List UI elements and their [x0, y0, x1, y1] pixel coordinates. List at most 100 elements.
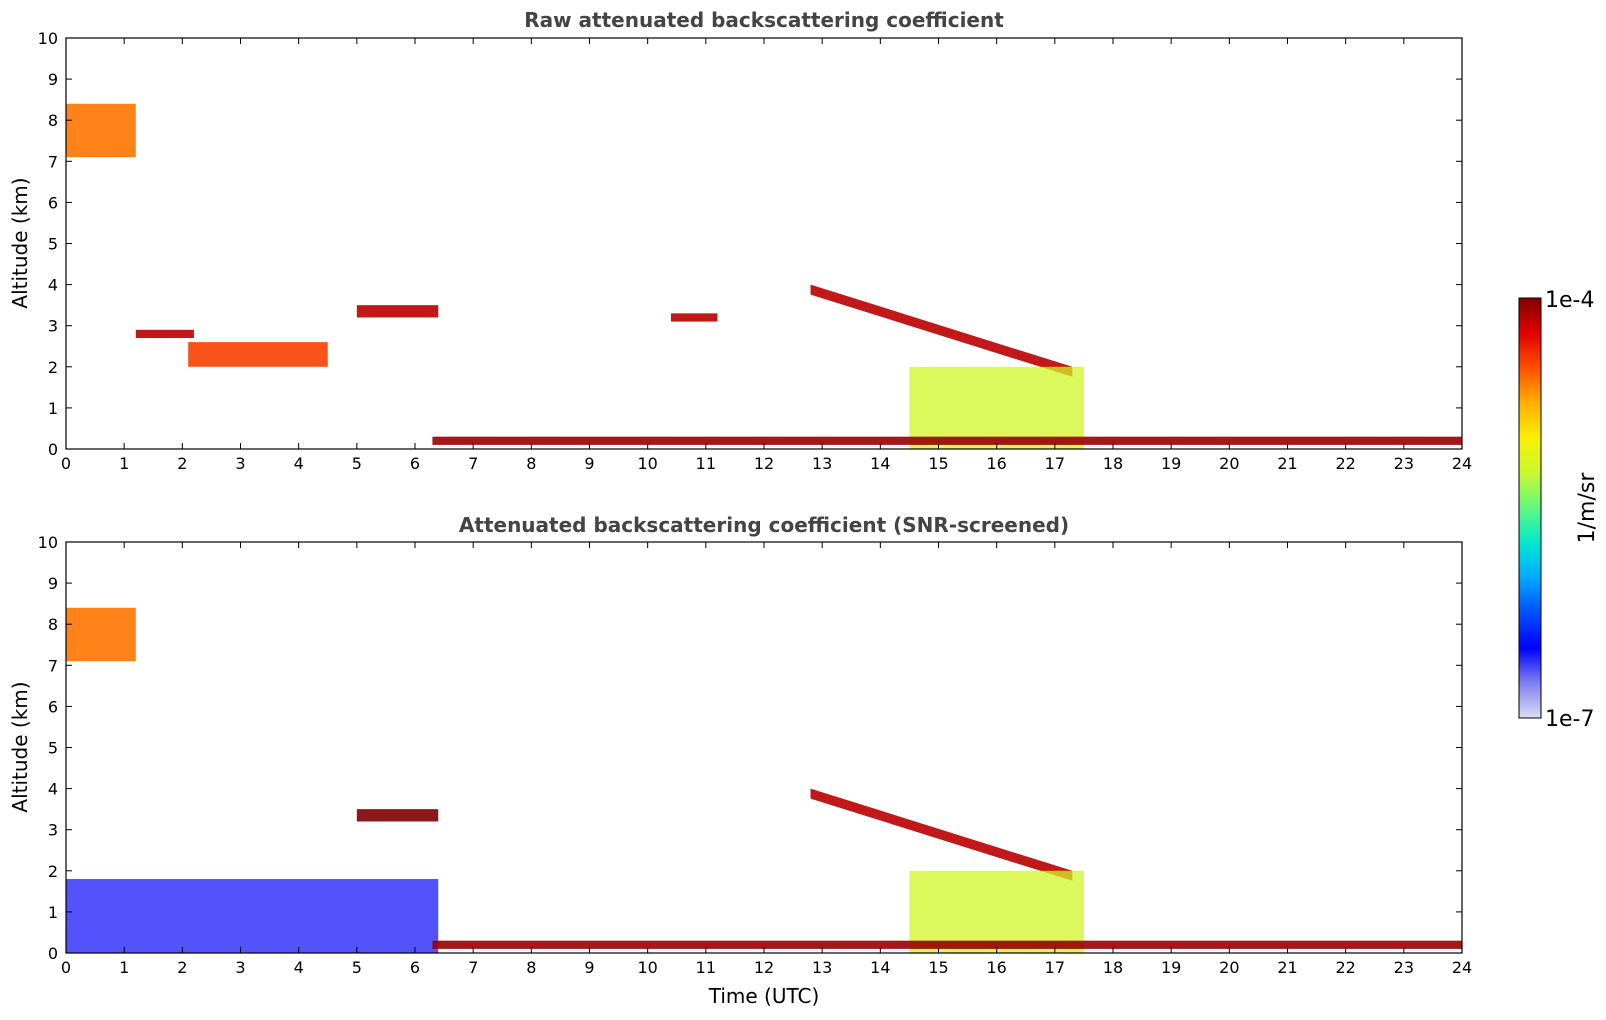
x-tick-label: 1	[119, 958, 129, 977]
x-tick-label: 3	[235, 454, 245, 473]
colorbar-frame	[1518, 297, 1542, 719]
x-tick-label: 6	[410, 454, 420, 473]
y-tick-label: 8	[48, 111, 58, 130]
feature-low-cloud	[432, 436, 1462, 445]
feature-cirrus	[66, 103, 136, 158]
x-tick-label: 4	[294, 958, 304, 977]
x-tick-label: 8	[526, 958, 536, 977]
x-tick-label: 9	[584, 454, 594, 473]
x-tick-label: 12	[754, 958, 774, 977]
y-tick-label: 0	[48, 440, 58, 459]
colorbar-gradient	[1519, 298, 1541, 718]
x-tick-label: 22	[1335, 454, 1355, 473]
feature-low-cloud	[432, 940, 1462, 949]
y-tick-label: 2	[48, 358, 58, 377]
x-tick-label: 4	[294, 454, 304, 473]
y-tick-label: 10	[38, 533, 58, 552]
x-tick-label: 3	[235, 958, 245, 977]
snr-screened-panel: Attenuated backscattering coefficient (S…	[8, 513, 1472, 1008]
feature-cirrus	[66, 607, 136, 662]
colorbar-unit-label: 1/m/sr	[1575, 472, 1600, 544]
x-tick-label: 19	[1161, 958, 1181, 977]
feature-cloud-layer	[356, 809, 439, 822]
x-tick-label: 24	[1452, 958, 1472, 977]
top-y-axis-label: Altitude (km)	[8, 177, 32, 308]
x-tick-label: 1	[119, 454, 129, 473]
y-tick-label: 9	[48, 70, 58, 89]
x-tick-label: 11	[696, 958, 716, 977]
x-tick-label: 11	[696, 454, 716, 473]
y-tick-label: 3	[48, 821, 58, 840]
feature-cloud-layer	[356, 305, 439, 318]
x-tick-label: 0	[61, 454, 71, 473]
x-tick-label: 18	[1103, 454, 1123, 473]
bottom-heatmap	[66, 607, 1462, 953]
y-tick-label: 5	[48, 739, 58, 758]
y-tick-label: 7	[48, 152, 58, 171]
feature-boundary-layer	[909, 366, 1084, 449]
y-tick-label: 8	[48, 615, 58, 634]
y-tick-label: 4	[48, 276, 58, 295]
x-tick-label: 16	[986, 958, 1006, 977]
x-tick-label: 5	[352, 454, 362, 473]
x-tick-label: 13	[812, 958, 832, 977]
x-tick-label: 22	[1335, 958, 1355, 977]
y-tick-label: 2	[48, 862, 58, 881]
x-tick-label: 14	[870, 958, 890, 977]
y-tick-label: 7	[48, 656, 58, 675]
x-tick-label: 12	[754, 454, 774, 473]
x-tick-label: 23	[1394, 454, 1414, 473]
y-tick-label: 6	[48, 193, 58, 212]
colorbar: 1e-4 1e-7 1/m/sr	[1518, 288, 1600, 732]
bottom-y-axis: 0 1 2 3 4 5 6 7 8 9 10	[38, 533, 1462, 963]
bottom-y-axis-label: Altitude (km)	[8, 681, 32, 812]
x-tick-label: 7	[468, 958, 478, 977]
feature-cloud-layer	[188, 342, 328, 367]
bottom-panel-title: Attenuated backscattering coefficient (S…	[459, 513, 1069, 537]
y-tick-label: 1	[48, 903, 58, 922]
y-tick-label: 9	[48, 574, 58, 593]
feature-boundary-layer	[66, 879, 439, 953]
colorbar-max-label: 1e-4	[1545, 288, 1594, 313]
feature-boundary-layer	[909, 870, 1084, 953]
x-tick-label: 7	[468, 454, 478, 473]
x-tick-label: 5	[352, 958, 362, 977]
x-tick-label: 15	[928, 958, 948, 977]
x-tick-label: 21	[1277, 958, 1297, 977]
x-tick-label: 2	[177, 454, 187, 473]
raw-backscatter-panel: Raw attenuated backscattering coefficien…	[8, 8, 1472, 473]
x-tick-label: 14	[870, 454, 890, 473]
x-tick-label: 23	[1394, 958, 1414, 977]
bottom-x-axis: 0 1 2 3 4 5 6 7 8 9 10 11 12 13 14 15 16 17 18 19 20 21 22 23 24	[61, 542, 1472, 977]
colorbar-min-label: 1e-7	[1545, 707, 1594, 732]
x-tick-label: 6	[410, 958, 420, 977]
y-tick-label: 1	[48, 399, 58, 418]
feature-cloud-layer	[670, 313, 718, 322]
x-tick-label: 17	[1045, 454, 1065, 473]
x-tick-label: 10	[637, 454, 657, 473]
x-tick-label: 15	[928, 454, 948, 473]
x-tick-label: 21	[1277, 454, 1297, 473]
y-tick-label: 0	[48, 944, 58, 963]
x-tick-label: 19	[1161, 454, 1181, 473]
x-tick-label: 9	[584, 958, 594, 977]
feature-descending-cloud	[810, 788, 1073, 881]
x-tick-label: 13	[812, 454, 832, 473]
top-x-axis: 0 1 2 3 4 5 6 7 8 9 10 11 12 13 14 15 16 17 18 19 20 21 22 23 24	[61, 38, 1472, 473]
x-tick-label: 8	[526, 454, 536, 473]
top-plot-background	[66, 38, 1462, 449]
top-y-axis: 0 1 2 3 4 5 6 7 8 9 10	[38, 29, 1462, 459]
y-tick-label: 5	[48, 235, 58, 254]
x-tick-label: 20	[1219, 958, 1239, 977]
x-tick-label: 0	[61, 958, 71, 977]
x-axis-label: Time (UTC)	[708, 984, 820, 1008]
x-tick-label: 18	[1103, 958, 1123, 977]
x-tick-label: 17	[1045, 958, 1065, 977]
x-tick-label: 24	[1452, 454, 1472, 473]
y-tick-label: 4	[48, 780, 58, 799]
feature-cloud-layer	[135, 329, 194, 339]
feature-descending-cloud	[810, 284, 1073, 377]
top-panel-title: Raw attenuated backscattering coefficien…	[524, 8, 1004, 32]
top-heatmap	[66, 103, 1462, 449]
